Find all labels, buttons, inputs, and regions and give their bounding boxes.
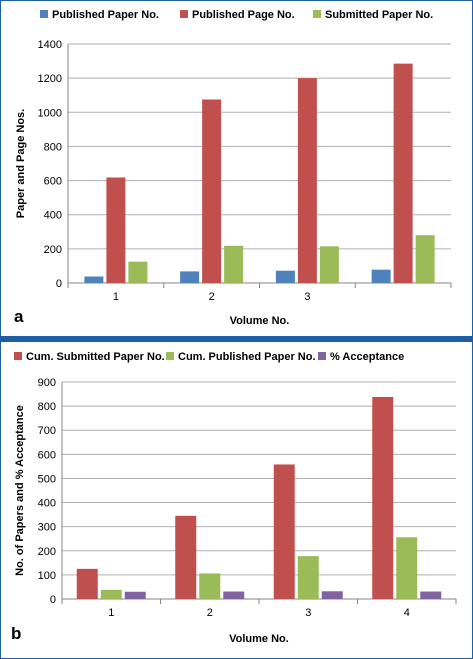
x-tick-label: 1	[113, 291, 119, 303]
y-tick-label: 0	[50, 594, 56, 606]
bar	[372, 396, 394, 599]
bar	[371, 269, 391, 283]
y-tick-label: 900	[38, 377, 56, 389]
bar	[224, 245, 244, 283]
x-axis-title: Volume No.	[229, 633, 289, 645]
y-tick-label: 0	[56, 278, 62, 290]
bar	[175, 515, 197, 599]
bar	[319, 246, 339, 283]
bar	[273, 464, 295, 599]
legend-swatch	[40, 10, 48, 18]
x-tick-label: 2	[207, 607, 213, 619]
legend-swatch	[14, 352, 22, 360]
legend-swatch	[166, 352, 174, 360]
y-tick-label: 1200	[38, 73, 62, 85]
legend-label: Published Paper No.	[52, 9, 159, 21]
panel-divider	[0, 336, 473, 342]
bar	[100, 589, 122, 599]
x-tick-label: 4	[404, 607, 410, 619]
legend-label: % Acceptance	[330, 351, 404, 363]
legend-label: Cum. Submitted Paper No.	[26, 351, 165, 363]
y-tick-label: 700	[38, 425, 56, 437]
bar	[124, 591, 146, 599]
y-tick-label: 1000	[38, 107, 62, 119]
panel-label: b	[11, 624, 21, 643]
bar	[321, 591, 343, 599]
bar	[106, 177, 126, 283]
bar	[393, 63, 413, 283]
bar	[180, 271, 200, 283]
y-tick-label: 200	[38, 546, 56, 558]
y-tick-label: 300	[38, 522, 56, 534]
bar	[84, 276, 104, 283]
x-axis-title: Volume No.	[230, 315, 290, 327]
bar	[297, 78, 317, 284]
y-axis-title: Paper and Page Nos.	[15, 109, 27, 218]
bar	[199, 573, 221, 599]
y-axis-title: No. of Papers and % Acceptance	[14, 405, 26, 576]
bar	[420, 591, 442, 599]
y-tick-label: 400	[44, 210, 62, 222]
bar	[415, 235, 435, 283]
legend-label: Cum. Published Paper No.	[178, 351, 316, 363]
bar	[202, 99, 222, 283]
x-tick-label: 3	[305, 607, 311, 619]
y-tick-label: 100	[38, 570, 56, 582]
x-tick-label: 3	[304, 291, 310, 303]
y-tick-label: 600	[44, 176, 62, 188]
y-tick-label: 600	[38, 449, 56, 461]
legend-label: Submitted Paper No.	[325, 9, 433, 21]
legend-swatch	[180, 10, 188, 18]
y-tick-label: 200	[44, 244, 62, 256]
bar	[275, 270, 295, 283]
bar	[76, 568, 98, 599]
y-tick-label: 400	[38, 498, 56, 510]
legend-swatch	[313, 10, 321, 18]
x-tick-label: 1	[108, 607, 114, 619]
y-tick-label: 500	[38, 473, 56, 485]
legend-swatch	[318, 352, 326, 360]
chart-panel-b: 0 100 200 300 400 500 600 700 800 900 1 2 3 4 Cum. Sub…	[11, 351, 457, 645]
x-tick-label: 2	[209, 291, 215, 303]
y-tick-label: 800	[44, 141, 62, 153]
legend-label: Published Page No.	[192, 9, 295, 21]
bar	[396, 537, 418, 599]
bar	[223, 591, 245, 599]
y-tick-label: 1400	[38, 39, 62, 51]
y-tick-label: 800	[38, 401, 56, 413]
chart-panel-a: 0 200 400 600 800 1000 1200 1400 1 2 3 Published Pa…	[14, 9, 452, 327]
panel-label: a	[14, 307, 24, 326]
bar	[297, 556, 319, 599]
bar	[128, 261, 148, 283]
